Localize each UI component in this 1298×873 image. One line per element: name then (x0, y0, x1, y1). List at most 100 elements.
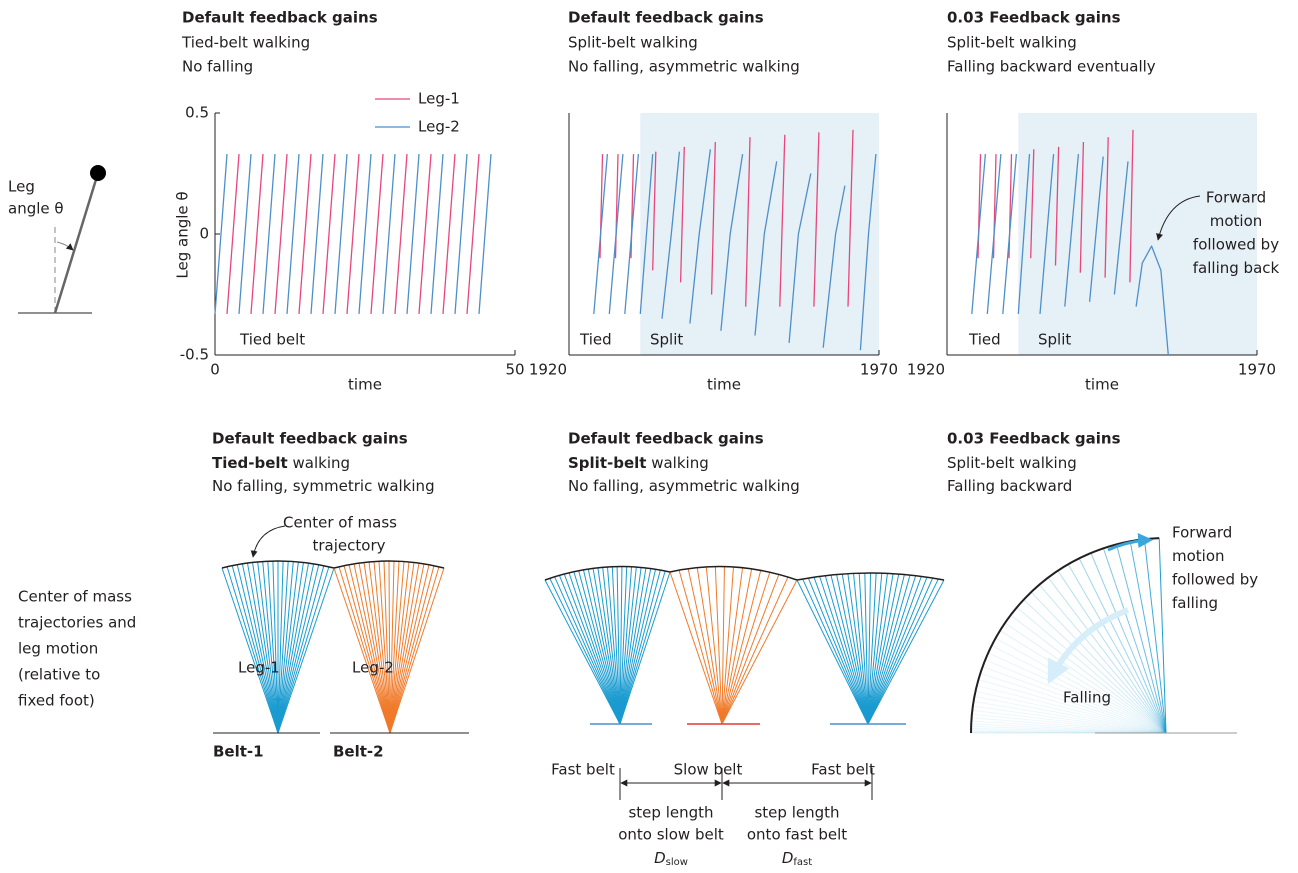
legend-label: Leg-1 (418, 90, 460, 108)
leg-line (278, 562, 298, 733)
label: Forward (1172, 524, 1232, 542)
diagram-title: Default feedback gains (568, 430, 764, 448)
chart-title: Default feedback gains (568, 9, 764, 27)
y-tick-label: -0.5 (180, 346, 209, 364)
pendulum: Leg angle θ (8, 165, 106, 313)
chart-subtitle: Split-belt walking (947, 34, 1077, 52)
leg-line (390, 562, 409, 733)
leg-line (390, 564, 424, 733)
pendulum-label: Leg (8, 178, 35, 196)
chart-subtitle: No falling, asymmetric walking (568, 58, 800, 76)
dimension-symbol: Dfast (782, 849, 812, 869)
diagram-subtitle-part: Tied-belt (212, 454, 288, 472)
leg-line (868, 574, 904, 724)
row-label: Center of mass (18, 588, 132, 606)
leg-line (620, 569, 651, 724)
label: Leg-2 (352, 659, 394, 677)
leg-line (344, 566, 390, 733)
diagram-subtitle: No falling, asymmetric walking (568, 477, 800, 495)
annotation: Tied belt (239, 331, 305, 349)
callout: followed by (1193, 236, 1279, 254)
leg-line (808, 578, 868, 724)
leg-line (722, 580, 797, 724)
row-label: fixed foot) (18, 692, 95, 710)
chart-subtitle: No falling (182, 58, 253, 76)
leg-line (620, 571, 665, 724)
leg-line (588, 569, 620, 724)
symbol: D (782, 849, 794, 867)
pendulum-label: angle θ (8, 200, 64, 218)
leg-line (679, 570, 722, 724)
x-axis-label: time (348, 376, 382, 394)
diagram-subtitle: Split-belt walking (568, 454, 709, 472)
diagram-subtitle: No falling, symmetric walking (212, 477, 435, 495)
leg-line (620, 568, 646, 724)
leg-line (722, 569, 752, 724)
diagram-subtitle-part: walking (646, 454, 708, 472)
leg-line (278, 565, 319, 733)
dimension-label: onto slow belt (618, 826, 724, 844)
row-label: leg motion (18, 640, 98, 658)
label: falling (1172, 594, 1218, 612)
leg-line (868, 574, 899, 724)
legend-label: Leg-2 (418, 118, 460, 136)
x-tick-label: 1920 (529, 361, 567, 379)
y-tick-label: 0.5 (185, 104, 209, 122)
row-label: trajectories and (18, 614, 136, 632)
x-tick-label: 50 (505, 361, 524, 379)
leg-line (232, 566, 278, 733)
label: trajectory (313, 537, 386, 555)
diagram-subtitle: Split-belt walking (947, 454, 1077, 472)
y-axis-label: Leg angle θ (174, 191, 192, 278)
callout: falling back (1193, 259, 1280, 277)
x-axis-label: time (707, 376, 741, 394)
dimension-label: step length (754, 804, 839, 822)
annotation: Tied (968, 331, 1001, 349)
leg-line (868, 577, 927, 724)
label: Falling (1063, 689, 1111, 707)
belt-label: Belt-1 (213, 743, 264, 761)
chart-title: 0.03 Feedback gains (947, 9, 1121, 27)
diagram-title: 0.03 Feedback gains (947, 430, 1121, 448)
leg-line (364, 562, 390, 733)
leg-line (278, 566, 324, 733)
label: motion (1172, 547, 1225, 565)
label: followed by (1172, 571, 1258, 589)
leg-line (722, 572, 770, 724)
symbol: D (654, 849, 666, 867)
annotation: Split (1038, 331, 1071, 349)
belt-label: Belt-2 (333, 743, 384, 761)
belt-label: Fast belt (551, 761, 615, 779)
dimension-label: step length (628, 804, 713, 822)
diagram-subtitle: Tied-belt walking (212, 454, 350, 472)
annotation: Split (650, 331, 683, 349)
chart-subtitle: Split-belt walking (568, 34, 698, 52)
diagram-subtitle-part: Falling backward (947, 477, 1072, 495)
leg-line (390, 565, 429, 733)
diagram-subtitle-part: Split-belt walking (947, 454, 1077, 472)
label-arrow (253, 526, 285, 557)
leg-line (390, 568, 444, 733)
x-tick-label: 1970 (860, 361, 898, 379)
chart-title: Default feedback gains (182, 9, 378, 27)
leg-line (831, 575, 868, 724)
diagram-subtitle-part: No falling, asymmetric walking (568, 477, 800, 495)
dimension-label: onto fast belt (747, 826, 847, 844)
leg-line (258, 562, 278, 733)
y-tick-label: 0 (199, 225, 209, 243)
subscript: slow (666, 857, 688, 868)
leg-line (237, 565, 278, 733)
split-region (1018, 113, 1257, 355)
annotation: Tied (579, 331, 612, 349)
subscript: fast (793, 857, 812, 868)
leg-line (814, 577, 868, 724)
callout: Forward (1206, 189, 1266, 207)
callout: motion (1210, 212, 1263, 230)
label: Leg-1 (238, 659, 280, 677)
belt-label: Slow belt (674, 761, 743, 779)
chart-subtitle: Tied-belt walking (181, 34, 310, 52)
leg-line (569, 573, 620, 724)
diagram-subtitle-part: No falling, symmetric walking (212, 477, 435, 495)
leg-line (722, 574, 779, 724)
diagram-subtitle-part: Split-belt (568, 454, 646, 472)
